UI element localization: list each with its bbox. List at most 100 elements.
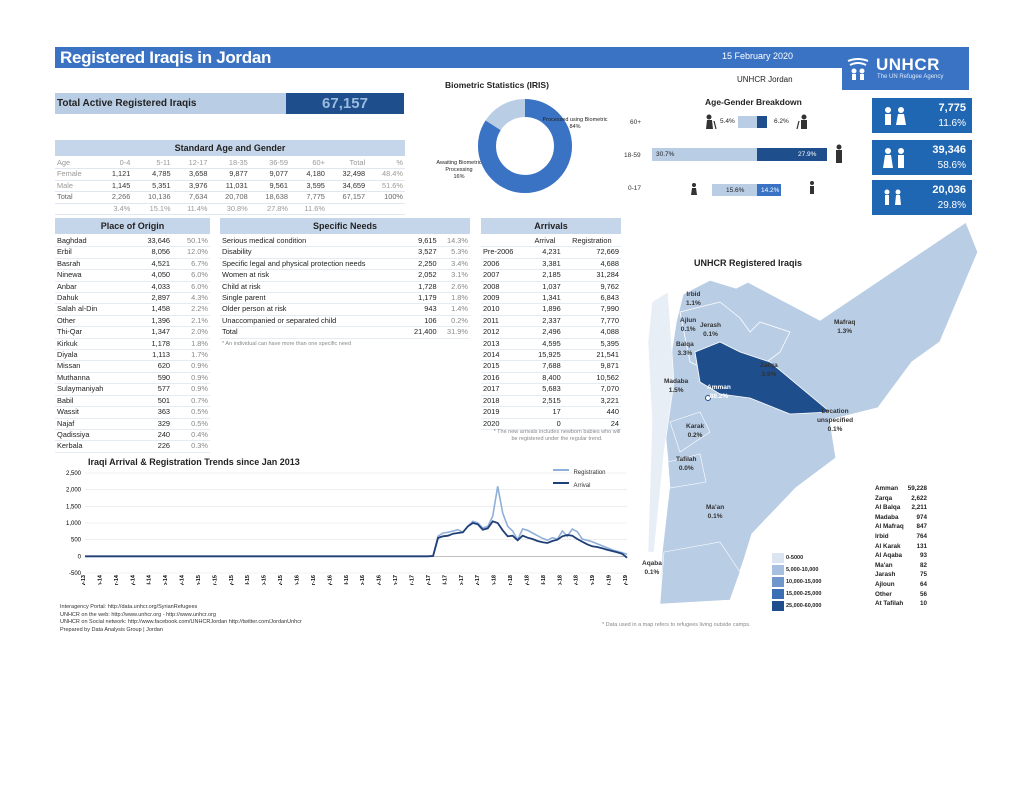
table-cell: 2017 (481, 383, 528, 396)
table-row: Wassit 363 0.5% (55, 406, 210, 419)
table-row: 2015 7,688 9,871 (481, 360, 621, 373)
x-tick-label: Jul-18 (541, 575, 547, 585)
table-cell: 240 (131, 429, 173, 442)
bar-18-59-female (652, 148, 757, 161)
table-cell: Pre-2006 (481, 246, 528, 259)
table-cell: 7,990 (562, 303, 621, 316)
table-row: 2020 0 24 (481, 418, 621, 430)
bar-60-male-value: 6.2% (774, 118, 789, 125)
map-label-tafilah: Tafilah 0.0% (676, 456, 697, 472)
table-cell: 24 (562, 418, 621, 430)
table-row: Older person at risk 943 1.4% (220, 303, 470, 316)
table-cell: Women at risk (220, 269, 406, 282)
map-region-tafilah (667, 453, 707, 489)
x-tick-label: Jul-14 (147, 574, 153, 585)
footer-link-portal[interactable]: Interagency Portal: http://data.unhcr.or… (60, 604, 198, 610)
table-row: At Tafilah 10 (873, 599, 929, 609)
table-cell: Unaccompanied or separated child (220, 315, 406, 328)
biometric-awaiting-label: Awaiting Biometric Processing 16% (436, 160, 482, 180)
footer-link-web[interactable]: UNHCR on the web: http://www.unhcr.org -… (60, 611, 216, 618)
table-cell: 2010 (481, 303, 528, 316)
table-cell: Najaf (55, 418, 132, 430)
elderly-icon (885, 107, 906, 125)
map-legend-item: 0-5000 (772, 552, 821, 564)
map-legend-label: 25,000-60,000 (786, 603, 822, 609)
table-cell: 590 (131, 372, 173, 385)
bar-18-59-male-value: 27.9% (798, 151, 817, 158)
place-of-origin-title: Place of Origin (55, 218, 210, 234)
table-cell: Al Aqaba (875, 552, 903, 560)
table-cell: 2015 (481, 360, 528, 373)
table-cell: 4,088 (562, 326, 621, 339)
table-cell: 1,037 (527, 281, 563, 294)
office-name: UNHCR Jordan (737, 75, 793, 84)
table-row: 2010 1,896 7,990 (481, 303, 621, 316)
table-cell: Wassit (55, 406, 132, 419)
map-legend-label: 0-5000 (786, 555, 804, 561)
map-legend-item: 10,000-15,000 (772, 576, 821, 588)
table-cell: 2,622 (911, 494, 927, 502)
map-note: * Data used in a map refers to refugees … (602, 622, 751, 628)
map-label-karak: Karak 0.2% (686, 423, 705, 439)
table-row: Diyala 1,113 1.7% (55, 349, 210, 362)
map-label-location-unspecified: Location unspecified 0.1% (816, 408, 854, 433)
map-legend-label: 5,000-10,000 (786, 567, 819, 573)
x-tick-label: Sep-18 (557, 575, 563, 585)
table-cell: 1.7% (172, 349, 210, 362)
table-cell: 577 (131, 383, 173, 396)
map-jordan-valley (647, 291, 675, 553)
table-cell: 0.9% (172, 372, 210, 385)
table-cell: Ma'an (875, 561, 893, 569)
map-legend-label: 15,000-25,000 (786, 591, 822, 597)
table-cell: Irbid (875, 532, 889, 540)
table-cell: 93 (919, 552, 927, 560)
table-cell: 620 (131, 360, 173, 373)
biometric-processed-label: Processed using Biometric 84% (542, 117, 608, 130)
map-label-jerash: Jerash 0.1% (700, 322, 721, 338)
table-cell: Ajloun (875, 580, 895, 588)
table-cell: Older person at risk (220, 303, 406, 316)
table-cell: 0.5% (172, 406, 210, 419)
total-label: Total Active Registered Iraqis (55, 93, 286, 114)
x-tick-label: Jan-15 (196, 575, 202, 585)
table-cell: Amman (875, 485, 899, 492)
table-header-row: Arrival Registration (481, 236, 621, 248)
table-cell: 1,179 (405, 292, 439, 305)
x-tick-label: Nov-17 (475, 575, 481, 585)
logo-block: UNHCR The UN Refugee Agency (842, 47, 969, 90)
table-cell: Al Mafraq (875, 523, 904, 531)
table-row: Dahuk 2,897 4.3% (55, 292, 210, 305)
table-cell: 4,050 (131, 269, 173, 282)
table-cell: Qadissiya (55, 429, 132, 442)
adult-male-icon (836, 144, 842, 163)
table-cell: 329 (131, 418, 173, 430)
x-tick-label: Sep-16 (360, 575, 366, 585)
table-cell: At Tafilah (875, 600, 904, 608)
x-tick-label: Jul-17 (442, 575, 448, 585)
bar-60-female-value: 5.4% (720, 118, 735, 125)
x-tick-label: Jan-16 (295, 575, 301, 585)
boy-icon (810, 181, 814, 194)
x-tick-label: Nov-14 (180, 574, 186, 585)
table-row: Other 1,396 2.1% (55, 315, 210, 328)
jordan-map (647, 222, 979, 605)
table-cell: 106 (405, 315, 439, 328)
table-row: Erbil 8,056 12.0% (55, 246, 210, 259)
table-cell: Missan (55, 360, 132, 373)
x-tick-label: Jan-14 (97, 574, 103, 585)
table-row: 2007 2,185 31,284 (481, 269, 621, 282)
table-cell: 2020 (481, 418, 528, 430)
table-row: Women at risk 2,052 3.1% (220, 269, 470, 282)
footer-link-social[interactable]: UNHCR on Social network: http://www.face… (60, 619, 302, 626)
table-cell: Disability (220, 246, 406, 259)
x-tick-label: Mar-14 (114, 574, 120, 585)
table-row: Baghdad 33,646 50.1% (55, 236, 210, 248)
table-row: Missan 620 0.9% (55, 360, 210, 373)
x-tick-label: Mar-17 (409, 575, 415, 585)
map-label-aqaba: Aqaba 0.1% (642, 560, 662, 576)
table-cell: 1,458 (131, 303, 173, 316)
x-tick-label: Sep-14 (163, 574, 169, 585)
series-line-registration (85, 486, 628, 558)
table-cell: 64 (919, 580, 927, 588)
